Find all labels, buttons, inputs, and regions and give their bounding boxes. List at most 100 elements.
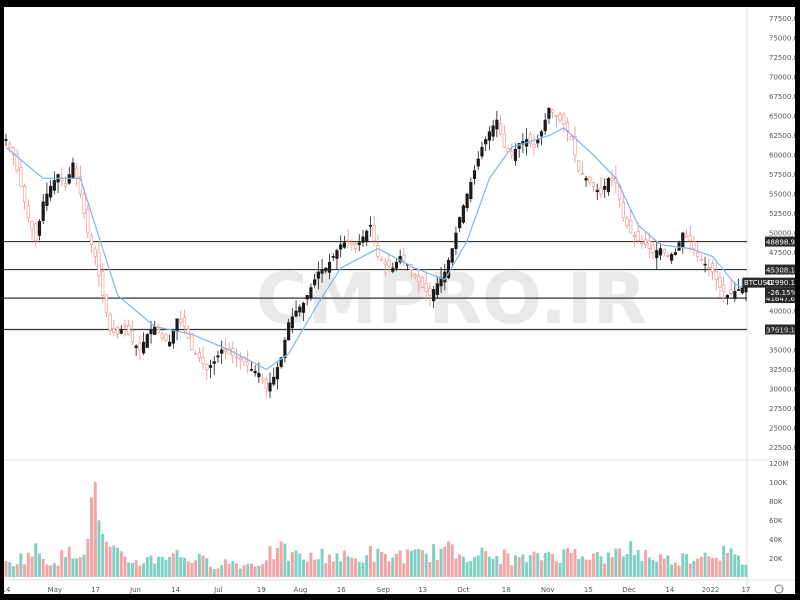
volume-bar bbox=[539, 560, 543, 577]
candle-body bbox=[651, 245, 655, 253]
volume-bar bbox=[621, 556, 625, 577]
candle-body bbox=[305, 295, 309, 300]
candle-body bbox=[383, 261, 387, 265]
volume-tick-label: 120M bbox=[769, 460, 788, 468]
candle-body bbox=[379, 259, 384, 261]
volume-bar bbox=[625, 553, 629, 577]
time-tick-label: Oct bbox=[457, 586, 469, 594]
volume-bar bbox=[156, 556, 160, 577]
volume-bar bbox=[458, 554, 462, 577]
volume-bar bbox=[692, 560, 696, 577]
volume-bar bbox=[316, 559, 320, 577]
volume-bar bbox=[227, 563, 231, 577]
volume-bar bbox=[342, 550, 346, 577]
candle-body bbox=[320, 269, 324, 274]
price-volume-chart: CMPRO.IR 48898.90 45308.13 41647.63 37619.17… bbox=[4, 7, 795, 594]
candle-body bbox=[699, 259, 703, 261]
volume-bar bbox=[733, 554, 737, 577]
volume-bar bbox=[309, 552, 313, 577]
candle-body bbox=[123, 324, 127, 327]
candle-body bbox=[606, 178, 611, 193]
candle-body bbox=[577, 160, 581, 171]
volume-bar bbox=[383, 553, 387, 577]
volume-bar bbox=[56, 565, 60, 577]
volume-bar bbox=[573, 548, 577, 577]
volume-bar bbox=[238, 568, 242, 577]
volume-bar bbox=[179, 557, 183, 577]
candle-body bbox=[539, 131, 544, 137]
time-tick-label: 17 bbox=[91, 586, 100, 594]
volume-bar bbox=[666, 555, 670, 577]
candle-body bbox=[238, 357, 242, 360]
candle-body bbox=[413, 274, 417, 277]
volume-bar bbox=[257, 565, 261, 577]
candle-body bbox=[551, 109, 555, 113]
candle-body bbox=[223, 349, 227, 353]
candle-body bbox=[97, 251, 101, 277]
volume-bar bbox=[725, 552, 729, 577]
candle-body bbox=[22, 185, 27, 203]
candle-body bbox=[454, 232, 458, 249]
volume-bar bbox=[275, 547, 279, 577]
candle-body bbox=[275, 367, 280, 380]
price-tick-label: 67500.00 bbox=[769, 93, 795, 101]
volume-bar bbox=[8, 562, 12, 577]
candle-body bbox=[34, 223, 38, 242]
candle-body bbox=[346, 239, 350, 242]
candle-body bbox=[673, 252, 677, 255]
candle-body bbox=[662, 249, 666, 253]
candle-body bbox=[573, 136, 577, 156]
candle-body bbox=[268, 382, 272, 392]
volume-bar bbox=[23, 564, 27, 577]
volume-bar bbox=[134, 560, 138, 577]
volume-bar bbox=[699, 556, 703, 577]
candle-body bbox=[554, 114, 558, 117]
candle-body bbox=[718, 276, 722, 288]
candle-body bbox=[420, 277, 425, 288]
candle-body bbox=[52, 180, 56, 191]
candle-body bbox=[63, 183, 68, 187]
candle-body bbox=[640, 242, 644, 244]
candle-body bbox=[272, 376, 276, 385]
volume-bar bbox=[26, 552, 30, 577]
candle-body bbox=[294, 310, 298, 317]
price-tick-label: 62500.00 bbox=[769, 132, 795, 140]
volume-bar bbox=[82, 554, 86, 577]
level-label: 48898.90 bbox=[766, 239, 795, 247]
volume-bar bbox=[283, 543, 287, 577]
candle-body bbox=[498, 123, 503, 134]
candle-body bbox=[253, 371, 257, 374]
candle-body bbox=[119, 330, 123, 334]
level-label-bg bbox=[765, 264, 795, 275]
time-tick-label: 15 bbox=[584, 586, 593, 594]
candle-body bbox=[729, 289, 733, 294]
candle-body bbox=[491, 125, 495, 137]
candle-body bbox=[484, 139, 488, 145]
volume-bar bbox=[588, 559, 592, 577]
candle-body bbox=[394, 261, 399, 269]
change-label-bg bbox=[765, 287, 795, 298]
candle-body bbox=[324, 267, 328, 272]
volume-bar bbox=[194, 560, 198, 577]
volume-bar bbox=[264, 560, 268, 577]
volume-bar bbox=[525, 562, 529, 577]
volume-bar bbox=[313, 559, 317, 577]
volume-bar bbox=[160, 556, 164, 577]
volume-bar bbox=[506, 553, 510, 577]
volume-bar bbox=[677, 565, 681, 577]
volume-bar bbox=[123, 556, 127, 577]
volume-bar bbox=[443, 546, 447, 577]
volume-bar bbox=[90, 497, 94, 577]
price-tick-label: 35000.00 bbox=[769, 346, 795, 354]
candle-body bbox=[89, 235, 94, 245]
candle-body bbox=[145, 334, 149, 348]
volume-bar bbox=[469, 560, 473, 577]
candle-body bbox=[357, 242, 361, 246]
candle-body bbox=[432, 289, 436, 302]
candle-body bbox=[513, 148, 518, 161]
volume-bar bbox=[685, 554, 688, 577]
volume-bar bbox=[376, 548, 380, 577]
volume-bar bbox=[235, 563, 239, 577]
candle-body bbox=[696, 252, 700, 257]
volume-bar bbox=[495, 556, 499, 577]
